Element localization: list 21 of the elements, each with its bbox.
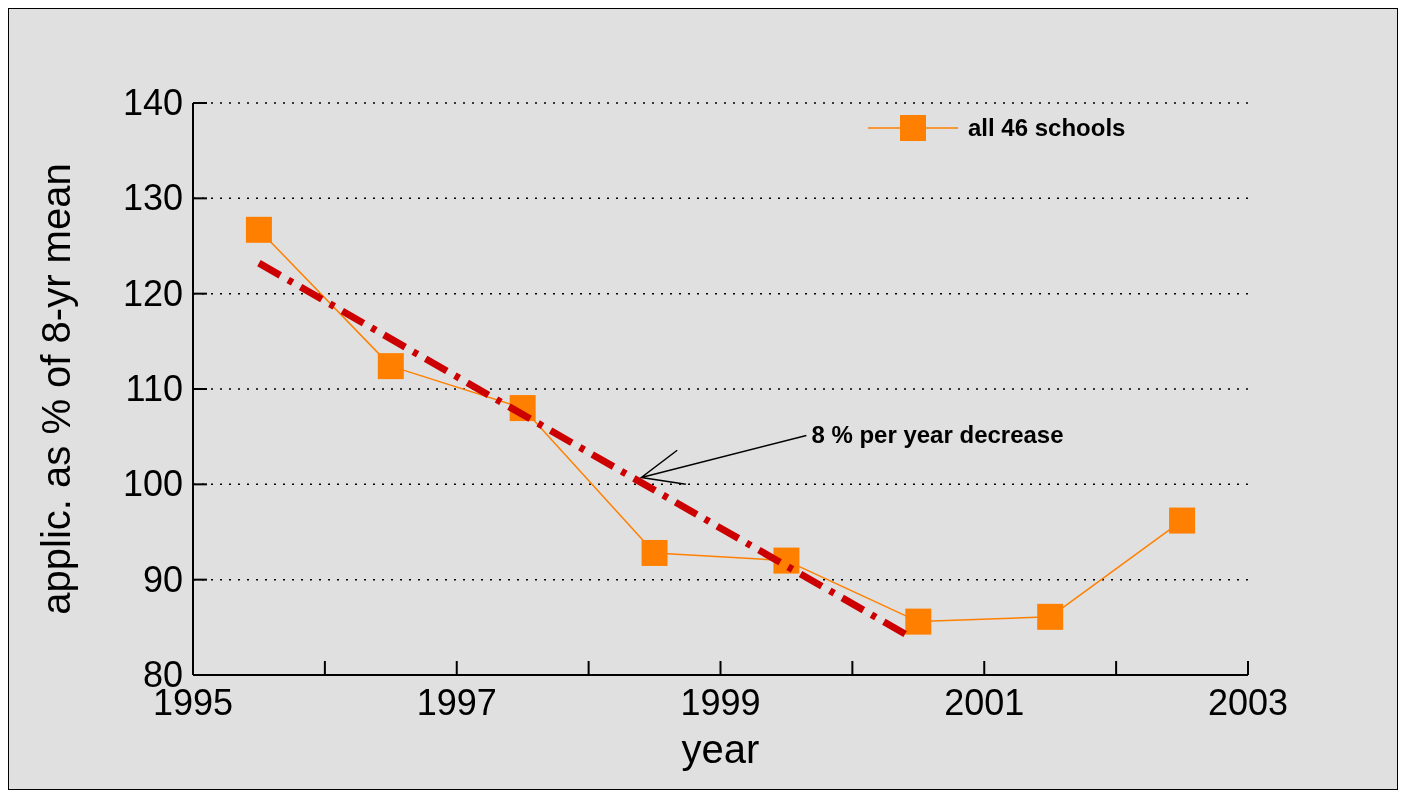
y-tick-label: 130 — [122, 177, 183, 219]
point — [641, 539, 668, 566]
y-tick-label: 120 — [122, 272, 183, 314]
x-tick-label: 1997 — [416, 682, 497, 723]
y-tick-label: 90 — [142, 558, 183, 600]
point — [245, 216, 272, 243]
x-tick-label: 1999 — [680, 682, 761, 723]
y-tick-label: 100 — [122, 463, 183, 505]
point — [905, 608, 932, 635]
x-tick-label: 2001 — [944, 682, 1025, 723]
x-axis-title: year — [681, 727, 760, 771]
x-tick-label: 2003 — [1207, 682, 1289, 723]
legend-label: all 46 schools — [968, 114, 1126, 141]
point — [1037, 603, 1064, 630]
y-axis-title: applic. as % of 8-yr mean — [34, 163, 78, 615]
point — [1169, 507, 1196, 534]
annotation: 8 % per year decrease — [811, 421, 1064, 449]
legend: all 46 schools — [867, 114, 1126, 141]
point — [377, 353, 404, 380]
y-tick-label: 140 — [122, 82, 183, 123]
y-tick-label: 110 — [125, 368, 183, 409]
